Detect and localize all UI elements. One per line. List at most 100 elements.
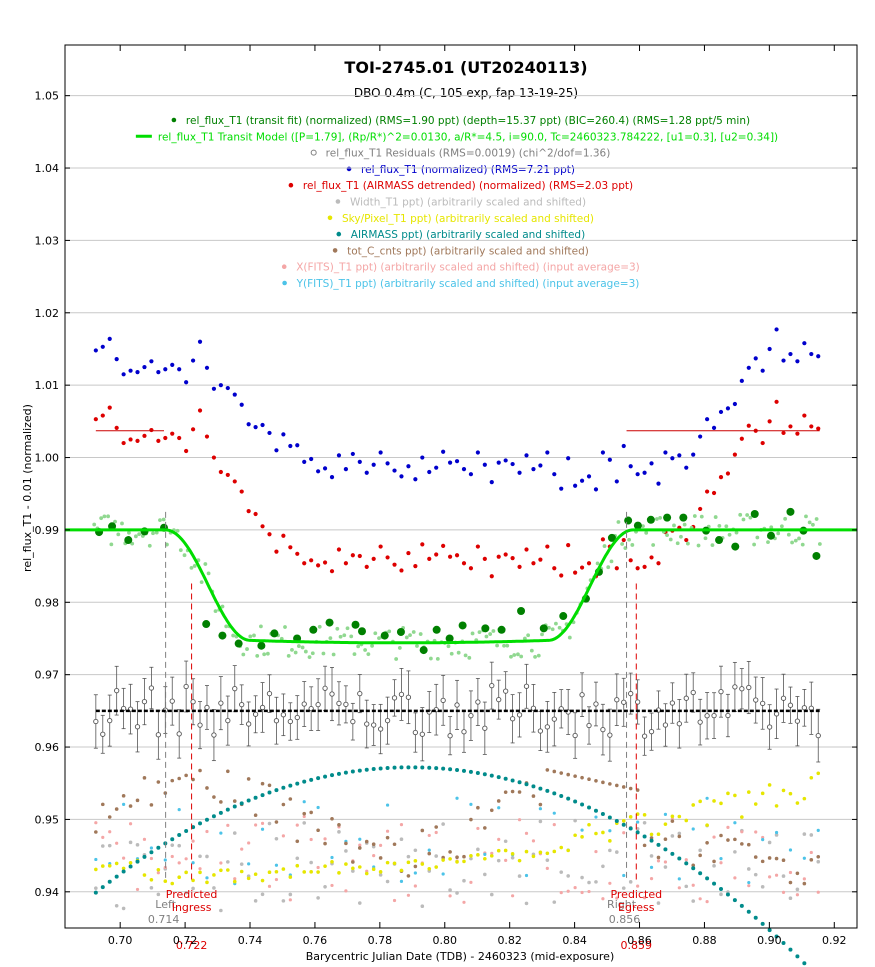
sky-point (295, 863, 300, 868)
y-fits-point (205, 876, 209, 880)
residual-point (377, 726, 384, 732)
width-point (406, 854, 411, 859)
residual-point (371, 722, 377, 728)
y-fits-point (733, 821, 737, 825)
detrended-point (649, 555, 654, 560)
width-point (691, 899, 696, 903)
x-tick-label: 0.78 (368, 934, 393, 947)
x-fits-point (434, 830, 438, 835)
airmass-point (788, 947, 793, 952)
normalized-point (336, 453, 342, 458)
x-fits-point (156, 871, 160, 875)
transit-fit-binned-point (351, 620, 360, 629)
detrended-point (468, 566, 474, 571)
x-fits-point (108, 830, 112, 834)
airmass-point (712, 881, 717, 886)
airmass-point (475, 771, 480, 776)
detrended-point (441, 543, 446, 548)
detrended-point (336, 547, 342, 552)
transit-fit-point (745, 513, 750, 517)
counts-point (142, 776, 147, 780)
counts-point (587, 777, 591, 782)
y-tick-label: 1.04 (35, 162, 60, 175)
counts-point (309, 810, 313, 815)
x-fits-point (684, 858, 688, 862)
residual-point (530, 705, 537, 711)
normalized-point (350, 451, 355, 457)
normalized-point (156, 370, 161, 375)
normalized-point (420, 455, 425, 460)
transit-fit-point (797, 536, 801, 541)
width-point (781, 874, 786, 878)
sky-point (385, 860, 390, 865)
detrended-point (114, 425, 119, 430)
transit-fit-point (685, 541, 690, 546)
detrended-point (816, 426, 821, 431)
residual-point (815, 732, 821, 739)
sky-point (427, 867, 432, 871)
transit-fit-point (665, 533, 669, 538)
airmass-point (566, 796, 571, 801)
airmass-point (427, 765, 432, 770)
y-fits-point (663, 812, 668, 816)
transit-fit-point (199, 580, 204, 585)
y-fits-point (677, 877, 681, 881)
y-fits-point (427, 848, 431, 852)
transit-fit-binned-point (715, 536, 724, 545)
sky-point (455, 860, 459, 864)
transit-fit-series (92, 507, 822, 661)
airmass-point (364, 767, 369, 772)
transit-fit-binned-point (325, 618, 334, 627)
width-point (253, 899, 258, 903)
width-point (621, 886, 626, 890)
residual-point (176, 731, 182, 737)
marker-value: 0.722 (176, 939, 208, 952)
width-point (323, 884, 327, 889)
normalized-point (559, 486, 564, 491)
airmass-point (642, 834, 647, 839)
x-fits-point (726, 825, 730, 829)
sky-point (746, 790, 751, 794)
transit-fit-point (446, 644, 451, 649)
x-fits-point (802, 877, 806, 881)
y-fits-point (122, 802, 126, 806)
sky-point (621, 819, 626, 823)
x-fits-point (253, 823, 258, 827)
airmass-point (385, 765, 390, 770)
transit-fit-point (161, 517, 166, 522)
residual-point (412, 729, 419, 736)
width-point (656, 901, 661, 905)
transit-fit-point (137, 532, 142, 537)
detrended-point (121, 440, 126, 446)
x-fits-point (698, 897, 702, 901)
x-fits-point (587, 889, 591, 894)
transit-fit-point (449, 651, 454, 656)
detrended-point (774, 399, 779, 404)
x-fits-point (226, 823, 230, 827)
sky-point (114, 861, 119, 866)
residual-point (648, 729, 655, 735)
detrended-point (482, 556, 487, 561)
detrended-point (128, 437, 133, 442)
detrended-point (579, 565, 585, 570)
airmass-point (600, 812, 605, 817)
airmass-point (121, 869, 126, 874)
normalized-point (531, 467, 536, 472)
residual-point (746, 684, 752, 691)
residual-point (801, 705, 808, 711)
airmass-point (781, 941, 786, 946)
counts-point (135, 798, 140, 803)
residual-point (794, 718, 801, 724)
x-fits-point (149, 856, 154, 861)
detrended-point (552, 566, 557, 571)
airmass-point (795, 954, 800, 959)
width-point (399, 837, 404, 841)
sky-point (726, 791, 730, 796)
sky-point (149, 877, 154, 882)
width-point (191, 886, 195, 891)
airmass-point (149, 850, 154, 855)
transit-fit-point (630, 543, 635, 547)
sky-point (448, 857, 452, 861)
transit-fit-point (220, 604, 225, 609)
airmass-point (468, 769, 473, 774)
